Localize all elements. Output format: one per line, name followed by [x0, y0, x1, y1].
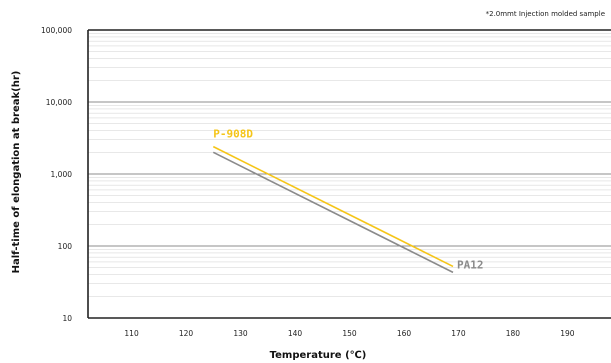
- x-tick-label: 170: [451, 329, 466, 338]
- y-tick-label: 10: [62, 314, 72, 323]
- series-label-pa12: PA12: [457, 258, 484, 271]
- x-tick-label: 130: [233, 329, 248, 338]
- series-line: [212, 151, 454, 274]
- chart-note: *2.0mmt Injection molded sample: [486, 10, 605, 18]
- series-label-p908d: P-908D: [213, 128, 253, 141]
- grid: [87, 29, 611, 319]
- x-tick-label: 160: [397, 329, 412, 338]
- x-tick-label: 120: [179, 329, 194, 338]
- y-tick-label: 100,000: [41, 26, 72, 35]
- y-tick-label: 100: [58, 242, 73, 251]
- x-tick-label: 180: [506, 329, 521, 338]
- x-tick-label: 110: [124, 329, 139, 338]
- y-tick-label: 10,000: [46, 98, 72, 107]
- x-tick-label: 190: [560, 329, 575, 338]
- x-tick-label: 140: [288, 329, 303, 338]
- series-line: [212, 145, 454, 268]
- tick-labels: 100,000 10,000 1,000 100 10 110 120 130 140 150 16…: [41, 26, 575, 338]
- y-axis-title: Half-time of elongation at break(hr): [11, 71, 22, 274]
- x-tick-label: 150: [342, 329, 357, 338]
- y-tick-label: 1,000: [51, 170, 73, 179]
- x-axis-title: Temperature (℃): [270, 350, 367, 361]
- series-labels: P-908D PA12: [213, 128, 483, 272]
- series: [212, 145, 454, 274]
